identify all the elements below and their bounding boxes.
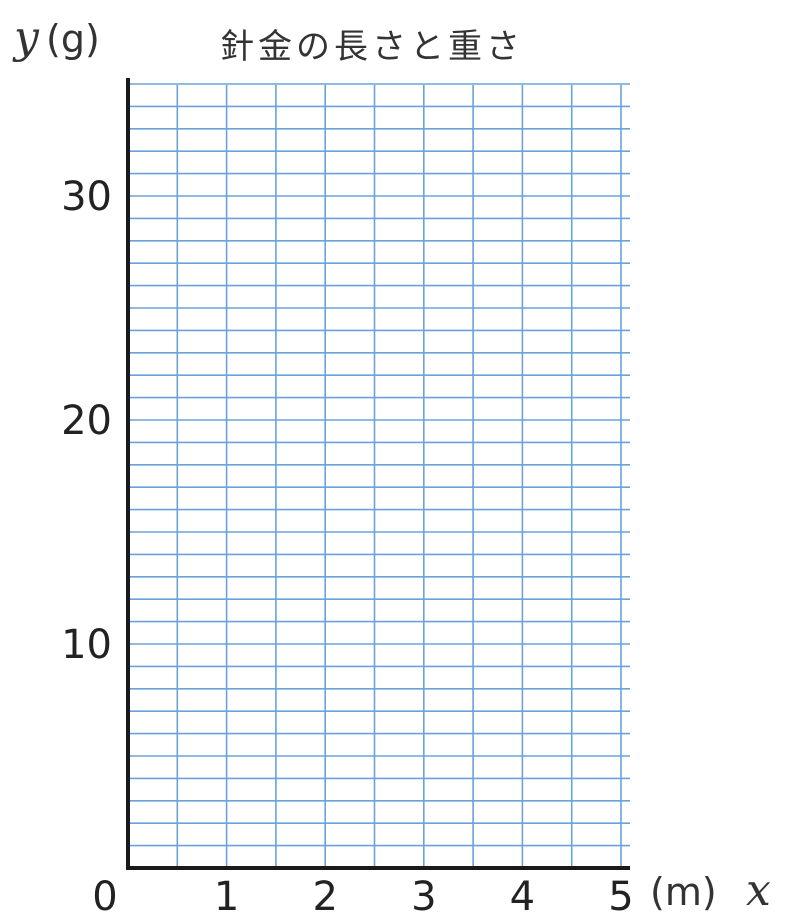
y-tick-label-1: 20 [61,398,112,444]
x-unit-label: (m) [650,870,717,914]
x-tick-label-1: 1 [214,874,239,915]
y-tick-label-2: 30 [61,174,112,220]
x-tick-label-5: 5 [608,874,633,915]
y-unit-label: (g) [46,17,100,61]
axes [126,78,630,870]
x-tick-label-3: 3 [411,874,436,915]
x-tick-label-0: 0 [92,874,117,915]
x-tick-label-2: 2 [312,874,337,915]
y-tick-label-0: 10 [61,622,112,668]
x-variable-label: x [746,865,771,915]
x-tick-label-4: 4 [510,874,535,915]
y-tick-labels: 10 20 30 [61,174,112,668]
y-axis-title: y (g) [12,12,100,63]
x-axis-title: (m) x [650,865,771,915]
chart-title: 針金の長さと重さ [220,27,524,67]
grid [128,83,630,868]
x-tick-labels: 0 1 2 3 4 5 [92,874,633,915]
y-variable-label: y [12,12,40,63]
